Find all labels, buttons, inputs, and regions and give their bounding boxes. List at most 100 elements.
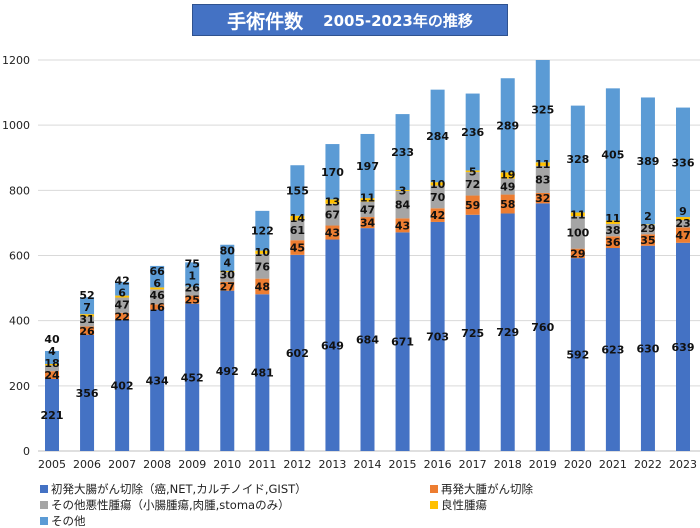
bar-segment bbox=[220, 272, 235, 282]
data-label: 389 bbox=[636, 155, 659, 168]
x-tick-label: 2012 bbox=[283, 458, 311, 471]
bar-segment bbox=[395, 190, 410, 219]
data-label: 70 bbox=[430, 191, 446, 204]
data-label: 32 bbox=[535, 192, 550, 205]
bar-segment bbox=[255, 253, 270, 279]
x-tick-label: 2007 bbox=[108, 458, 136, 471]
data-label: 630 bbox=[636, 342, 659, 355]
bar-segment bbox=[465, 214, 480, 451]
data-label: 26 bbox=[79, 325, 95, 338]
data-label: 27 bbox=[220, 280, 235, 293]
y-tick-label: 1000 bbox=[2, 119, 30, 132]
bar-segment bbox=[430, 221, 445, 451]
bar-segment bbox=[676, 217, 690, 220]
data-label: 24 bbox=[44, 369, 60, 382]
chart-subtitle: 2005-2023年の推移 bbox=[323, 11, 473, 30]
data-label: 49 bbox=[500, 181, 515, 194]
x-tick-label: 2020 bbox=[564, 458, 592, 471]
bar-segment bbox=[150, 304, 165, 310]
data-label: 481 bbox=[251, 367, 274, 380]
data-label: 23 bbox=[675, 217, 690, 230]
bar-segment bbox=[115, 312, 130, 321]
bar-segment bbox=[45, 350, 59, 365]
x-tick-label: 2015 bbox=[389, 458, 417, 471]
bar-segment bbox=[640, 234, 655, 246]
bar-segment bbox=[45, 378, 59, 451]
data-label: 4 bbox=[48, 345, 56, 358]
data-label: 10 bbox=[430, 178, 446, 191]
bar-segment bbox=[325, 203, 340, 226]
x-tick-label: 2008 bbox=[143, 458, 171, 471]
bar-segment bbox=[185, 295, 200, 304]
x-tick-label: 2009 bbox=[178, 458, 206, 471]
chart-title-box: 手術件数 2005-2023年の推移 bbox=[192, 4, 508, 36]
legend-swatch bbox=[40, 501, 48, 509]
bar-segment bbox=[605, 248, 620, 451]
bar-segment bbox=[500, 178, 515, 195]
bar-segment bbox=[640, 224, 655, 235]
data-label: 703 bbox=[426, 330, 449, 343]
data-label: 284 bbox=[426, 130, 449, 143]
data-label: 59 bbox=[465, 199, 480, 212]
bar-segment bbox=[290, 254, 305, 451]
bar-segment bbox=[115, 281, 130, 296]
bar-segment bbox=[640, 224, 655, 225]
x-tick-label: 2010 bbox=[213, 458, 241, 471]
data-label: 592 bbox=[566, 349, 589, 362]
data-label: 11 bbox=[360, 191, 375, 204]
bar-segment bbox=[570, 105, 585, 213]
bar-segment bbox=[465, 195, 480, 215]
data-label: 66 bbox=[150, 265, 166, 278]
bar-segment bbox=[360, 201, 375, 218]
bar-segment bbox=[325, 199, 340, 204]
x-tick-label: 2021 bbox=[599, 458, 627, 471]
data-label: 233 bbox=[391, 146, 414, 159]
bar-segment bbox=[255, 294, 270, 451]
data-label: 289 bbox=[496, 119, 519, 132]
y-tick-label: 800 bbox=[9, 184, 30, 197]
bar-segment bbox=[185, 303, 200, 451]
data-label: 122 bbox=[251, 225, 274, 238]
data-label: 29 bbox=[640, 222, 655, 235]
x-tick-label: 2006 bbox=[73, 458, 101, 471]
data-label: 45 bbox=[290, 242, 305, 255]
x-tick-label: 2011 bbox=[248, 458, 276, 471]
data-label: 2 bbox=[644, 210, 652, 223]
x-tick-label: 2019 bbox=[529, 458, 557, 471]
bar-segment bbox=[605, 236, 620, 249]
data-label: 30 bbox=[220, 268, 236, 281]
bar-segment bbox=[45, 371, 59, 379]
data-label: 10 bbox=[255, 246, 271, 259]
data-label: 72 bbox=[465, 178, 480, 191]
data-label: 47 bbox=[360, 203, 375, 216]
x-tick-label: 2022 bbox=[634, 458, 662, 471]
bars bbox=[45, 60, 690, 451]
bar-segment bbox=[150, 265, 165, 288]
data-label: 46 bbox=[150, 289, 166, 302]
data-label: 356 bbox=[76, 387, 99, 400]
y-tick-label: 400 bbox=[9, 315, 30, 328]
bar-segment bbox=[255, 210, 270, 251]
bar-segment bbox=[500, 78, 515, 173]
data-label: 40 bbox=[44, 333, 60, 346]
x-tick-label: 2018 bbox=[494, 458, 522, 471]
data-label: 18 bbox=[44, 357, 59, 370]
data-label: 197 bbox=[356, 160, 379, 173]
bar-segment bbox=[360, 133, 375, 199]
bar-segment bbox=[150, 309, 165, 451]
bar-segment bbox=[115, 320, 130, 451]
legend-label: 良性腫瘍 bbox=[441, 498, 487, 512]
data-label: 11 bbox=[570, 208, 585, 221]
bar-segment bbox=[80, 316, 95, 327]
bar-segment bbox=[45, 365, 59, 372]
data-label: 42 bbox=[114, 274, 129, 287]
data-label: 67 bbox=[325, 209, 340, 222]
data-label: 58 bbox=[500, 198, 515, 211]
data-label: 492 bbox=[216, 365, 239, 378]
data-label: 80 bbox=[220, 244, 236, 257]
data-label: 43 bbox=[325, 227, 340, 240]
bar-segment bbox=[150, 287, 165, 290]
bar-segment bbox=[430, 208, 445, 222]
bar-segment bbox=[80, 326, 95, 336]
bar-segment bbox=[395, 114, 410, 191]
